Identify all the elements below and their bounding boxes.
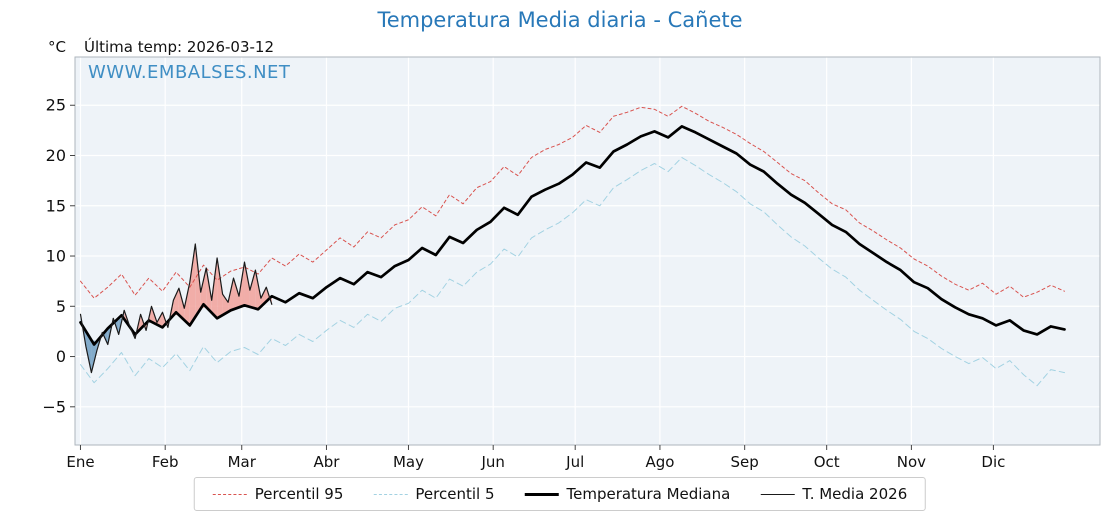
svg-text:Oct: Oct bbox=[814, 453, 840, 471]
svg-text:5: 5 bbox=[56, 297, 66, 316]
svg-text:Ene: Ene bbox=[66, 453, 94, 471]
svg-text:Dic: Dic bbox=[981, 453, 1005, 471]
mediana-label: Temperatura Mediana bbox=[566, 485, 731, 503]
svg-text:Sep: Sep bbox=[731, 453, 759, 471]
legend-item-percentil-95: Percentil 95 bbox=[212, 485, 344, 503]
svg-text:Jun: Jun bbox=[480, 453, 504, 471]
y-axis-unit-label: °C bbox=[48, 38, 66, 56]
svg-text:−5: −5 bbox=[42, 397, 66, 416]
media-2026-label: T. Media 2026 bbox=[802, 485, 908, 503]
subtitle-row: °C Última temp: 2026-03-12 bbox=[48, 38, 274, 56]
legend-item-mediana: Temperatura Mediana bbox=[524, 485, 730, 503]
svg-text:Nov: Nov bbox=[897, 453, 926, 471]
percentil-95-line-sample bbox=[212, 493, 247, 495]
legend-item-percentil-5: Percentil 5 bbox=[373, 485, 494, 503]
temperature-chart: Ene Feb Mar Abr May Jun Jul Ago Sep Oct Nov Dic −5 0 5… bbox=[42, 56, 1101, 471]
page-title: Temperatura Media diaria - Cañete bbox=[377, 8, 743, 32]
svg-text:Abr: Abr bbox=[313, 453, 340, 471]
svg-text:Jul: Jul bbox=[565, 453, 584, 471]
watermark: WWW.EMBALSES.NET bbox=[88, 62, 291, 83]
svg-text:20: 20 bbox=[46, 146, 66, 165]
svg-text:15: 15 bbox=[46, 196, 66, 215]
svg-text:May: May bbox=[393, 453, 424, 471]
legend: Percentil 95 Percentil 5 Temperatura Med… bbox=[193, 477, 927, 511]
percentil-95-label: Percentil 95 bbox=[254, 485, 344, 503]
mediana-line-sample bbox=[524, 492, 559, 496]
last-temp-label: Última temp: 2026-03-12 bbox=[83, 38, 274, 56]
legend-item-media-2026: T. Media 2026 bbox=[760, 485, 907, 503]
percentil-5-line-sample bbox=[373, 493, 408, 495]
svg-text:Mar: Mar bbox=[228, 453, 257, 471]
svg-text:10: 10 bbox=[46, 247, 66, 266]
media-2026-line-sample bbox=[760, 493, 795, 495]
svg-text:Feb: Feb bbox=[152, 453, 179, 471]
svg-text:25: 25 bbox=[46, 96, 66, 115]
svg-text:0: 0 bbox=[56, 347, 66, 366]
percentil-5-label: Percentil 5 bbox=[415, 485, 495, 503]
svg-text:Ago: Ago bbox=[645, 453, 674, 471]
